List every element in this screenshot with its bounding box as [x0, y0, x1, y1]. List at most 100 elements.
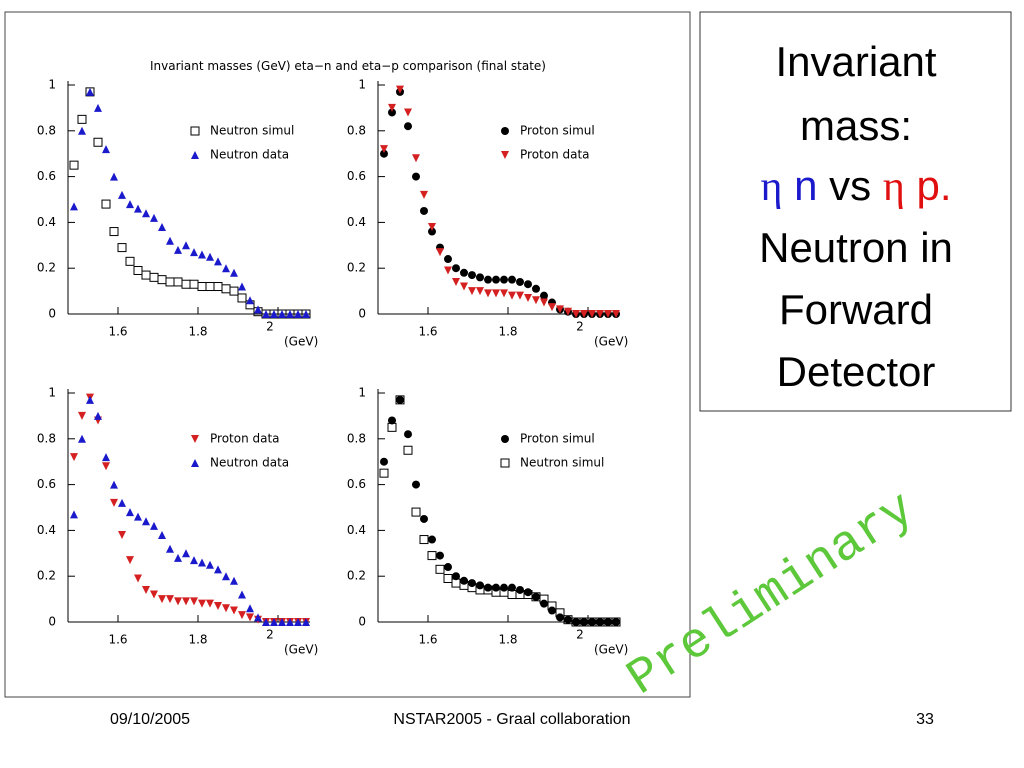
- legend-marker: [191, 435, 199, 443]
- heading-line: Neutron in: [759, 224, 953, 271]
- point: [540, 599, 548, 608]
- point: [254, 305, 262, 314]
- y-tick-label: 0.4: [347, 215, 366, 229]
- x-tick-label: 2: [266, 628, 274, 642]
- point: [262, 618, 270, 626]
- point: [387, 422, 397, 432]
- x-tick-label: 2: [576, 320, 584, 334]
- point: [229, 286, 239, 296]
- y-tick-label: 0.8: [37, 123, 56, 137]
- point: [395, 395, 405, 405]
- point: [524, 588, 532, 597]
- point: [197, 282, 207, 292]
- heading-line: Invariant: [775, 38, 936, 85]
- point: [604, 618, 612, 626]
- point: [580, 618, 588, 626]
- heading-formula: η n vs η p.: [760, 162, 951, 210]
- point: [532, 296, 540, 305]
- point: [612, 310, 620, 318]
- point: [556, 305, 564, 314]
- point: [150, 590, 158, 599]
- point: [500, 289, 508, 298]
- point: [564, 307, 572, 316]
- legend-marker: [501, 127, 509, 135]
- point: [420, 514, 428, 523]
- y-tick-label: 0.6: [37, 477, 56, 491]
- point: [516, 585, 524, 594]
- point: [205, 282, 215, 292]
- point: [420, 190, 428, 199]
- point: [246, 296, 254, 305]
- point: [238, 282, 246, 291]
- point: [213, 282, 223, 292]
- point: [452, 572, 460, 581]
- x-tick-label: 2: [266, 320, 274, 334]
- point: [158, 595, 166, 604]
- point: [547, 601, 557, 611]
- point: [206, 599, 214, 608]
- point: [427, 551, 437, 561]
- point: [484, 289, 492, 298]
- point: [492, 289, 500, 298]
- y-tick-label: 0.6: [347, 169, 366, 183]
- point: [612, 618, 620, 626]
- legend-marker: [191, 459, 199, 467]
- y-tick-label: 1: [358, 78, 366, 92]
- y-tick-label: 0.8: [347, 431, 366, 445]
- point: [539, 594, 549, 604]
- heading-line: mass:: [800, 102, 912, 149]
- point: [214, 565, 222, 574]
- point: [444, 266, 452, 275]
- point: [555, 608, 565, 618]
- point: [101, 199, 111, 209]
- formula-part: p.: [916, 162, 951, 209]
- point: [94, 411, 102, 420]
- point: [540, 298, 548, 307]
- y-tick-label: 0: [48, 615, 56, 629]
- watermark: Preliminary: [618, 481, 926, 709]
- point: [564, 615, 572, 624]
- point: [460, 268, 468, 277]
- point: [379, 468, 389, 478]
- point: [302, 618, 310, 626]
- point: [596, 310, 604, 318]
- legend-marker: [191, 151, 199, 159]
- point: [70, 202, 78, 211]
- point: [460, 576, 468, 585]
- y-tick-label: 0: [358, 307, 366, 321]
- point: [174, 553, 182, 562]
- point: [166, 595, 174, 604]
- point: [572, 618, 580, 626]
- point: [109, 227, 119, 237]
- legend-marker: [501, 435, 509, 443]
- legend-label: Neutron data: [210, 456, 289, 470]
- figure-title: Invariant masses (GeV) eta−n and eta−p c…: [150, 59, 546, 73]
- point: [126, 508, 134, 517]
- point: [157, 275, 167, 285]
- footer-date: 09/10/2005: [110, 711, 190, 728]
- legend-marker: [501, 151, 509, 159]
- y-tick-label: 0.8: [37, 431, 56, 445]
- point: [78, 434, 86, 443]
- x-tick-label: 1.8: [188, 325, 207, 339]
- point: [77, 114, 87, 124]
- point: [158, 530, 166, 539]
- point: [468, 287, 476, 296]
- legend-label: Proton data: [210, 432, 280, 446]
- point: [142, 517, 150, 526]
- point: [238, 611, 246, 620]
- x-tick-label: 1.8: [498, 633, 517, 647]
- point: [198, 250, 206, 259]
- point: [507, 590, 517, 600]
- point: [412, 172, 420, 181]
- point: [588, 310, 596, 318]
- point: [428, 227, 436, 236]
- heading-line: Forward: [779, 286, 933, 333]
- point: [604, 310, 612, 318]
- y-tick-label: 1: [358, 386, 366, 400]
- point: [532, 592, 540, 601]
- y-tick-label: 0.2: [347, 569, 366, 583]
- point: [435, 564, 445, 574]
- point: [270, 618, 278, 626]
- point: [500, 583, 508, 592]
